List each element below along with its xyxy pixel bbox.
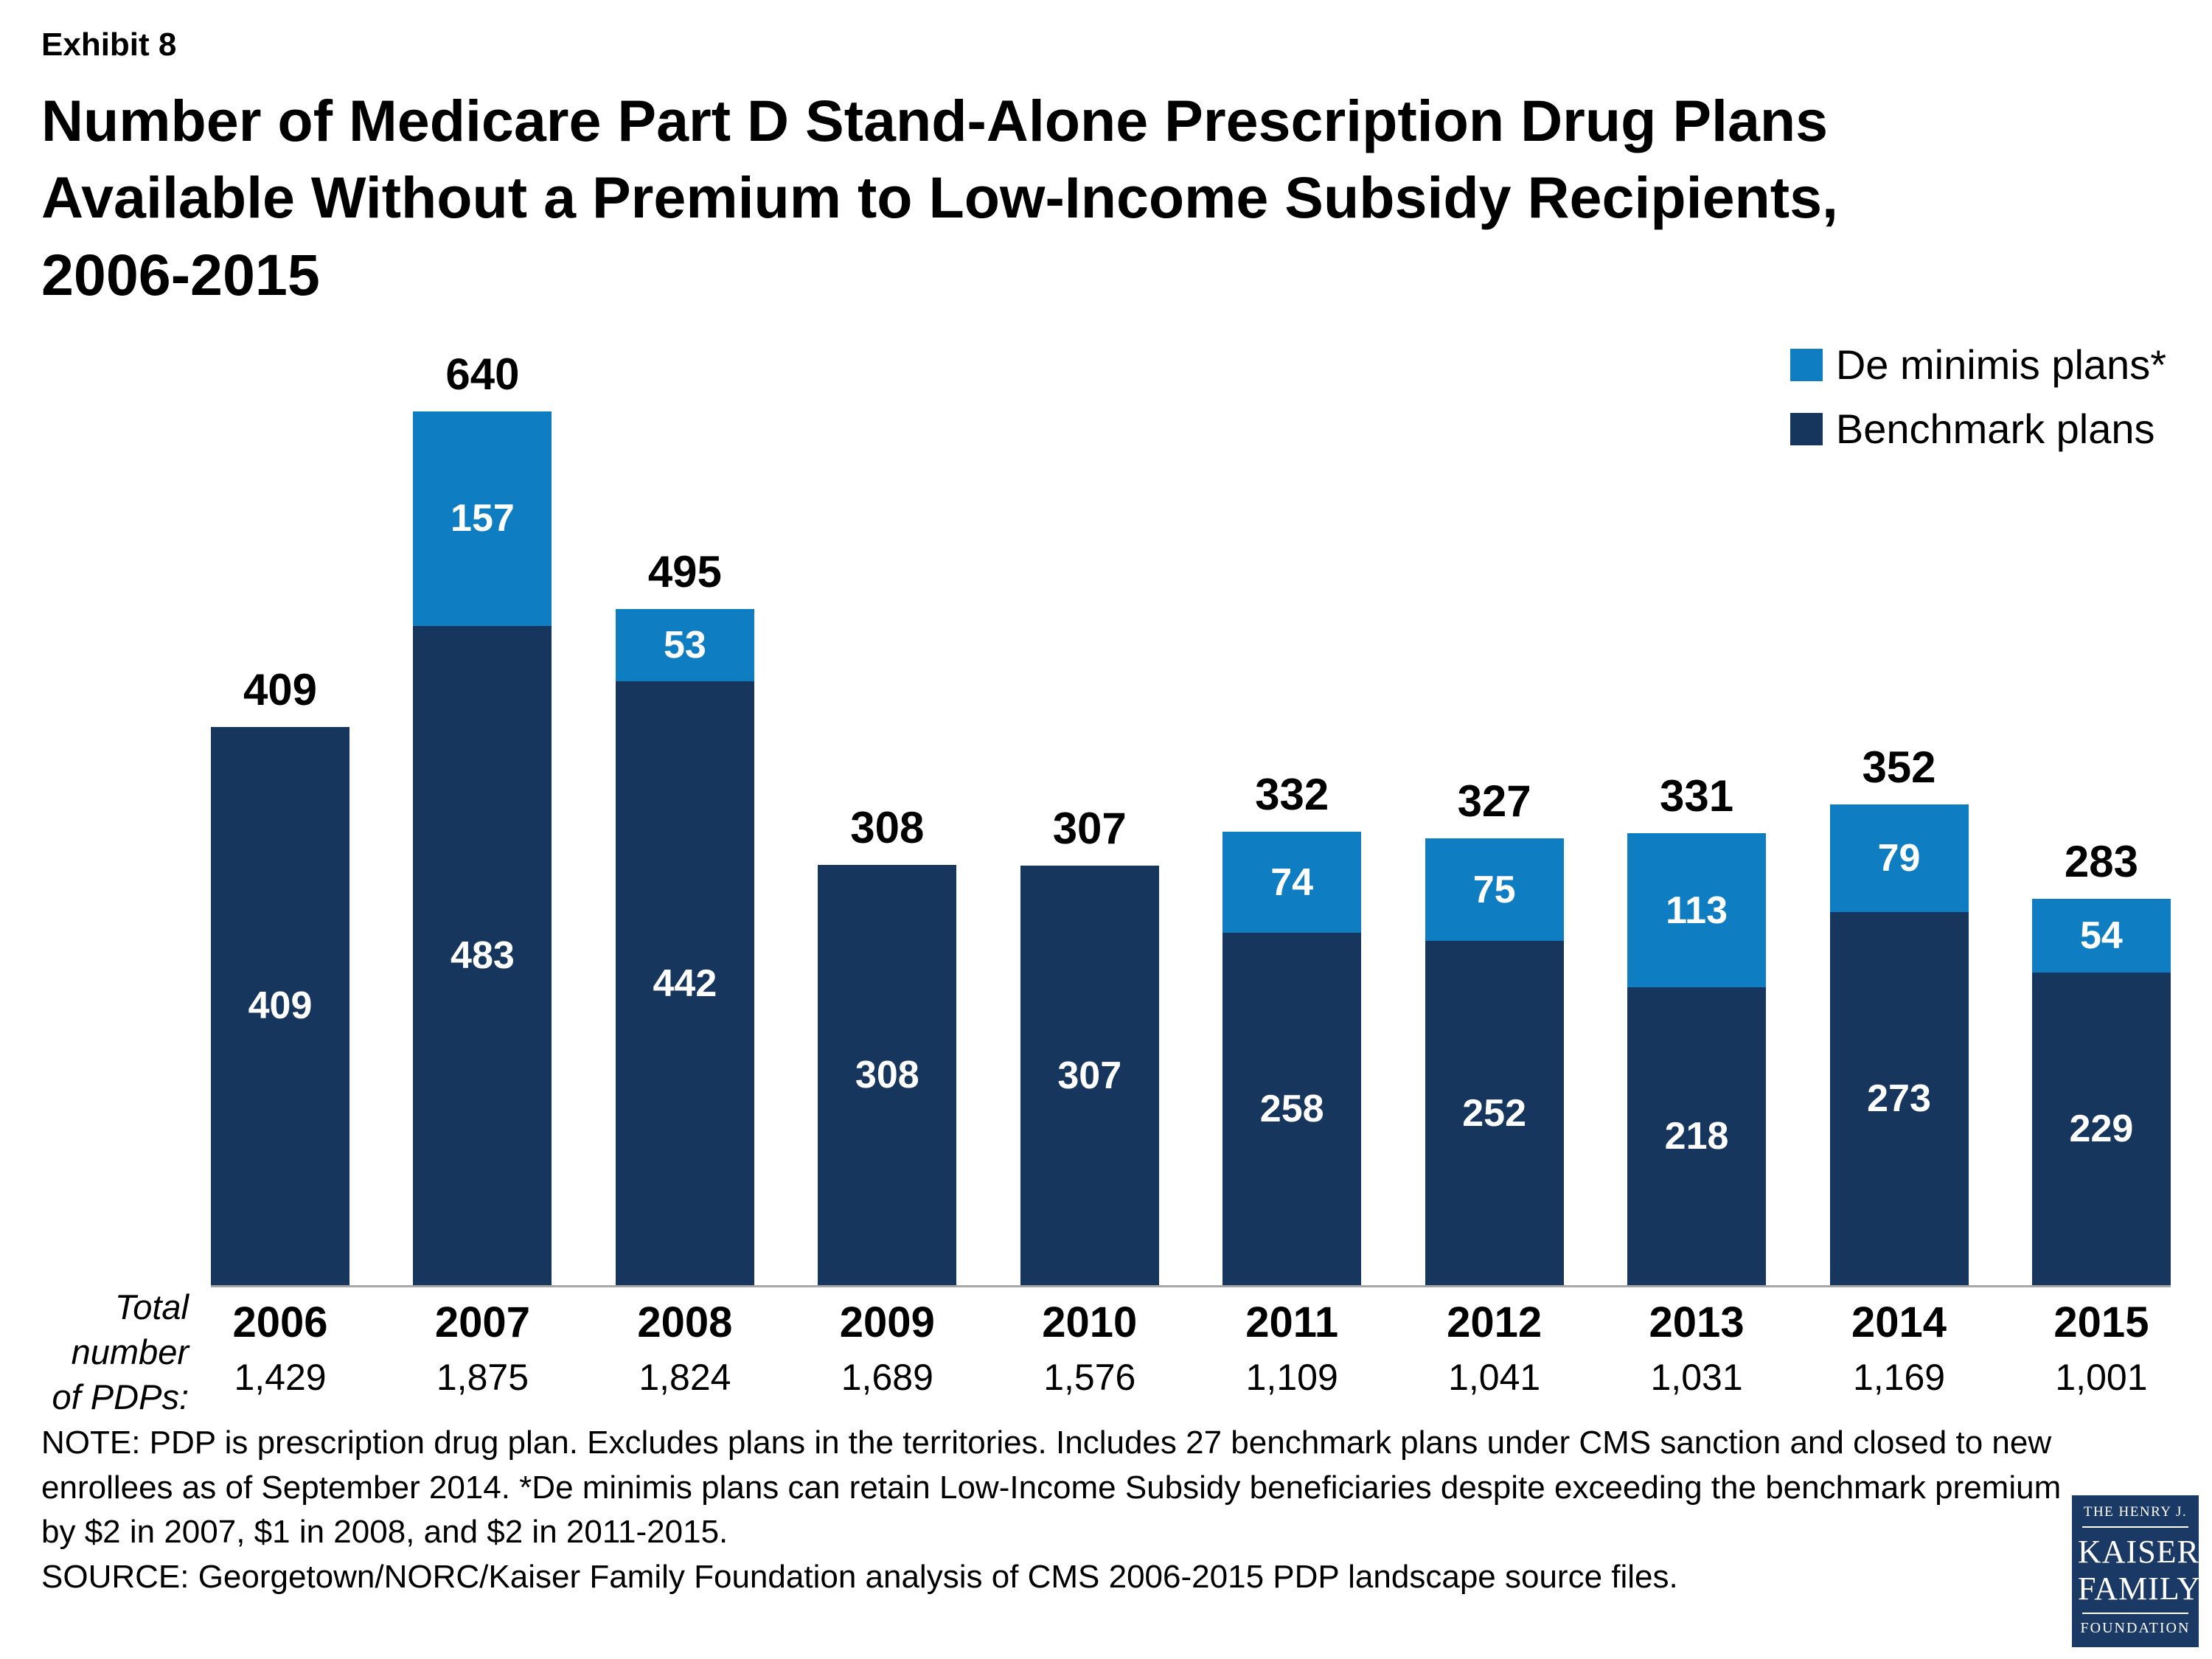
- year-label-2012: 2012: [1447, 1298, 1543, 1346]
- exhibit-label: Exhibit 8: [41, 27, 177, 63]
- kff-logo-line1: THE HENRY J.: [2083, 1504, 2188, 1520]
- year-label-2011: 2011: [1245, 1298, 1339, 1346]
- note-text: NOTE: PDP is prescription drug plan. Exc…: [41, 1424, 2062, 1551]
- pdp-total-2014: 1,169: [1852, 1356, 1946, 1398]
- legend-item-de-minimis: De minimis plans*: [1790, 341, 2166, 389]
- bar-segment-benchmark-2006: 409: [211, 726, 349, 1285]
- bar-segment-benchmark-2015: 229: [2031, 972, 2171, 1285]
- year-label-2006: 2006: [232, 1298, 328, 1346]
- kff-logo-line2: KAISER: [2078, 1534, 2199, 1571]
- bar-segment-de-minimis-2015: 54: [2031, 898, 2171, 973]
- bar-2010: 307 307: [1020, 803, 1159, 1285]
- bar-total-label-2011: 332: [1255, 770, 1329, 820]
- legend-item-benchmark: Benchmark plans: [1790, 405, 2166, 453]
- y-axis-caption: Total number of PDPs:: [52, 1287, 189, 1416]
- legend-swatch-de-minimis: [1790, 348, 1823, 381]
- pdp-total-2013: 1,031: [1650, 1356, 1743, 1398]
- kff-logo-rule: [2082, 1526, 2188, 1528]
- bar-total-label-2013: 331: [1660, 771, 1734, 821]
- x-axis-group-2014: 2014 1,169: [1830, 1287, 1969, 1399]
- bar-2012: 327 75 252: [1425, 776, 1564, 1285]
- kff-logo-line4: FOUNDATION: [2080, 1620, 2191, 1636]
- bar-segment-benchmark-2007: 483: [413, 625, 552, 1285]
- bar-segment-de-minimis-2013: 113: [1627, 832, 1767, 988]
- year-label-2008: 2008: [637, 1298, 733, 1346]
- x-axis-group-2006: 2006 1,429: [211, 1287, 349, 1399]
- pdp-total-2007: 1,875: [436, 1356, 529, 1398]
- kff-logo-line3: FAMILY: [2078, 1570, 2202, 1607]
- year-label-2007: 2007: [434, 1298, 530, 1346]
- x-axis-group-2015: 2015 1,001: [2032, 1287, 2171, 1399]
- bar-segment-de-minimis-2008: 53: [615, 609, 754, 682]
- kff-logo-rule2: [2082, 1613, 2188, 1614]
- x-axis-group-2011: 2011 1,109: [1222, 1287, 1361, 1399]
- source-text: SOURCE: Georgetown/NORC/Kaiser Family Fo…: [41, 1558, 1678, 1595]
- bar-segment-benchmark-2014: 273: [1829, 912, 1969, 1285]
- x-axis-group-2008: 2008 1,824: [616, 1287, 754, 1399]
- x-axis-group-2013: 2013 1,031: [1627, 1287, 1766, 1399]
- pdp-total-2015: 1,001: [2055, 1356, 2148, 1398]
- bar-total-label-2015: 283: [2064, 836, 2138, 886]
- bar-segment-benchmark-2009: 308: [818, 864, 957, 1285]
- bar-segment-de-minimis-2011: 74: [1222, 832, 1362, 933]
- stacked-bar-chart: 409 409 640 157 483 495 53 442 308 308 307 307 332 74…: [211, 319, 2171, 1287]
- bar-segment-benchmark-2012: 252: [1425, 941, 1564, 1285]
- bar-2007: 640 157 483: [413, 349, 552, 1285]
- bar-segment-benchmark-2013: 218: [1627, 987, 1767, 1285]
- kff-logo: THE HENRY J. KAISER FAMILY FOUNDATION: [2072, 1495, 2202, 1647]
- bar-segment-de-minimis-2007: 157: [413, 411, 552, 626]
- page-title: Number of Medicare Part D Stand-Alone Pr…: [41, 88, 1838, 307]
- x-axis-area: Total number of PDPs: 2006 1,429 2007 1,875…: [41, 1287, 2171, 1416]
- bar-total-label-2012: 327: [1457, 776, 1531, 827]
- bar-segment-de-minimis-2012: 75: [1425, 838, 1564, 942]
- pdp-total-2011: 1,109: [1245, 1356, 1338, 1398]
- bar-2011: 332 74 258: [1222, 769, 1362, 1285]
- page: Exhibit 8 Number of Medicare Part D Stan…: [41, 27, 2171, 1595]
- x-axis-labels: 2006 1,429 2007 1,875 2008 1,824 2009 1,689 2010…: [211, 1287, 2171, 1399]
- year-label-2013: 2013: [1649, 1298, 1745, 1346]
- pdp-total-2010: 1,576: [1043, 1356, 1136, 1398]
- bar-segment-benchmark-2010: 307: [1020, 866, 1159, 1285]
- bar-total-label-2014: 352: [1862, 742, 1936, 793]
- bar-2013: 331 113 218: [1627, 771, 1767, 1285]
- legend: De minimis plans* Benchmark plans: [1790, 341, 2166, 453]
- bar-2015: 283 54 229: [2031, 836, 2171, 1285]
- bar-2009: 308 308: [818, 802, 957, 1285]
- legend-swatch-benchmark: [1790, 412, 1823, 445]
- bar-segment-de-minimis-2014: 79: [1829, 804, 1969, 913]
- x-axis-group-2007: 2007 1,875: [413, 1287, 552, 1399]
- x-axis-group-2009: 2009 1,689: [818, 1287, 956, 1399]
- bar-2006: 409 409: [211, 664, 349, 1285]
- year-label-2014: 2014: [1851, 1298, 1947, 1346]
- pdp-total-2009: 1,689: [841, 1356, 933, 1398]
- bar-segment-benchmark-2011: 258: [1222, 933, 1362, 1285]
- legend-label-benchmark: Benchmark plans: [1835, 406, 2155, 452]
- pdp-total-2012: 1,041: [1448, 1356, 1541, 1398]
- bar-2014: 352 79 273: [1829, 742, 1969, 1285]
- pdp-total-2006: 1,429: [234, 1356, 327, 1398]
- bar-2008: 495 53 442: [615, 546, 754, 1285]
- bar-total-label-2008: 495: [647, 547, 722, 597]
- bar-total-label-2007: 640: [445, 349, 520, 399]
- bar-total-label-2010: 307: [1052, 804, 1127, 854]
- bar-total-label-2006: 409: [243, 664, 318, 714]
- x-axis-group-2010: 2010 1,576: [1020, 1287, 1159, 1399]
- year-label-2009: 2009: [839, 1298, 935, 1346]
- year-label-2015: 2015: [2053, 1298, 2149, 1346]
- pdp-total-2008: 1,824: [639, 1356, 731, 1398]
- bar-total-label-2009: 308: [850, 802, 925, 852]
- year-label-2010: 2010: [1042, 1298, 1138, 1346]
- bar-segment-benchmark-2008: 442: [615, 681, 754, 1285]
- x-axis-group-2012: 2012 1,041: [1425, 1287, 1564, 1399]
- legend-label-de-minimis: De minimis plans*: [1835, 341, 2166, 388]
